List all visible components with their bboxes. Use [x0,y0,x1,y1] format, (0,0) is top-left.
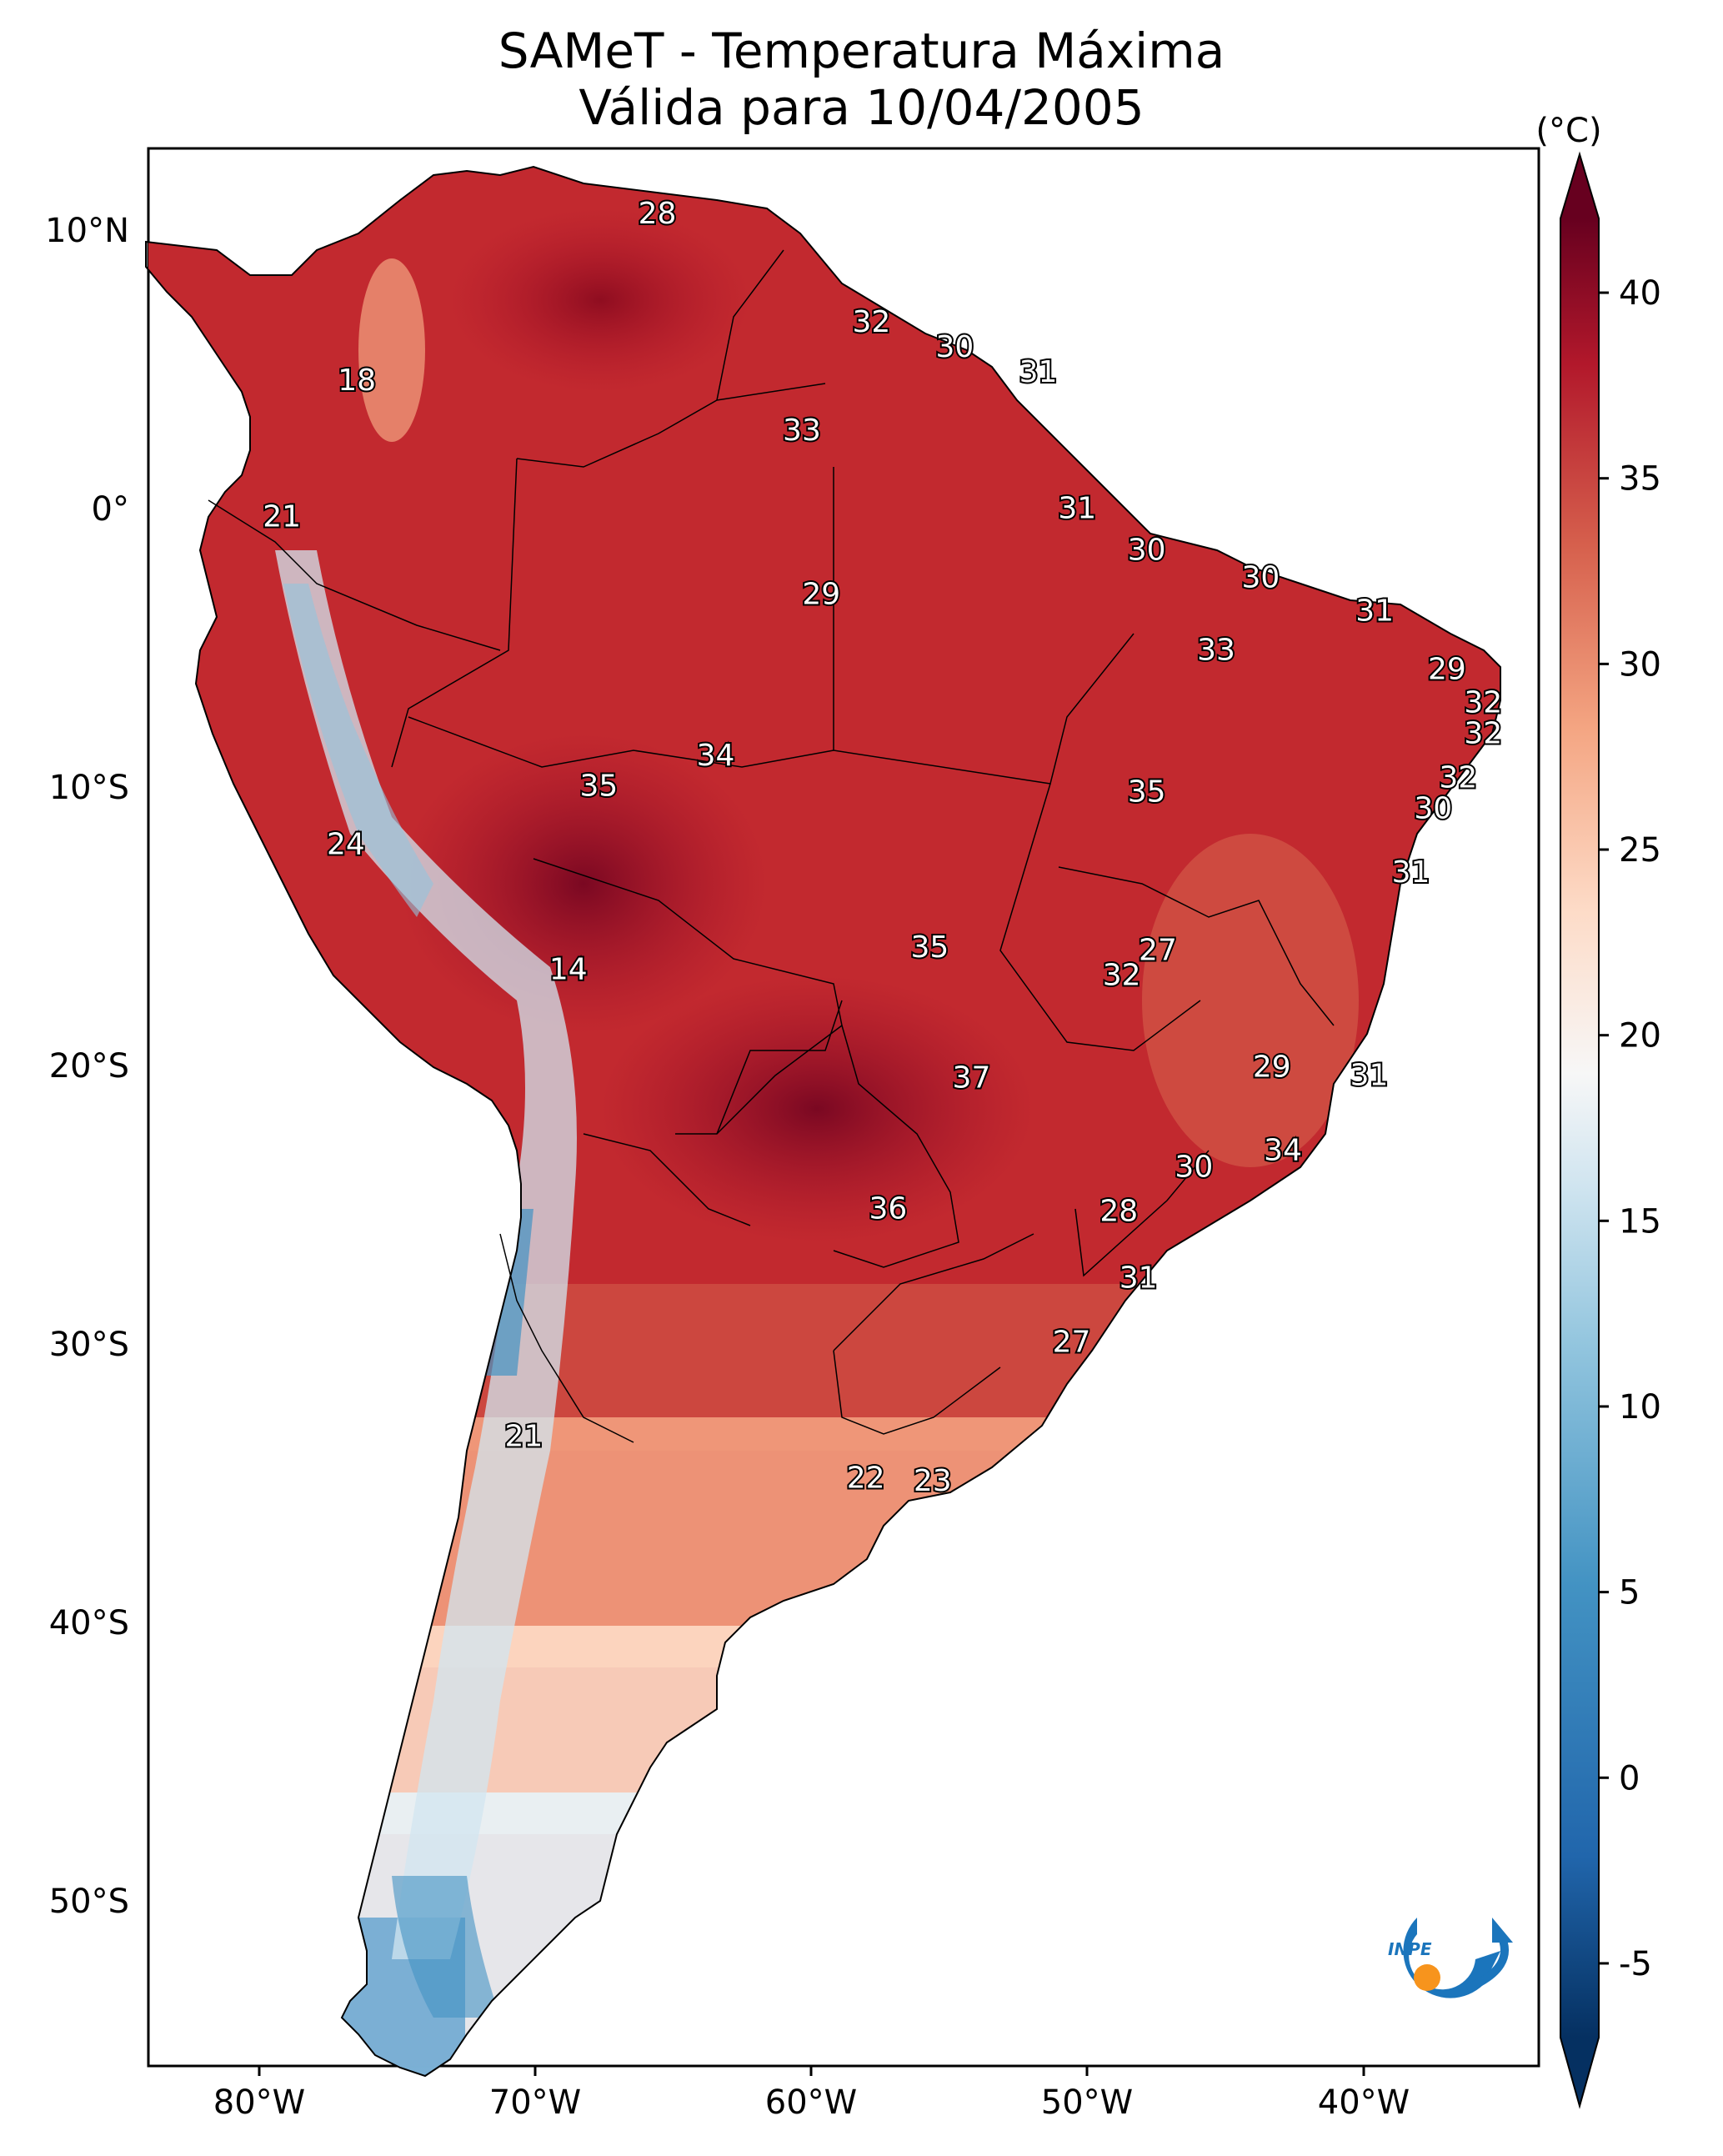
colorbar-extend-top [1560,154,1599,218]
temperature-label: 29 [1253,1050,1291,1084]
temperature-label: 31 [1019,355,1058,389]
lat-tick-50s: 50°S [49,1883,129,1921]
colorbar-extend-bottom [1560,2038,1599,2106]
temperature-label: 31 [1350,1058,1389,1092]
temperature-label: 35 [911,930,949,965]
colorbar-tick-label: 10 [1619,1388,1661,1426]
lat-tick-40s: 40°S [49,1604,129,1642]
temperature-label: 21 [263,499,301,534]
temperature-label: 31 [1355,594,1394,629]
colorbar-body [1560,218,1599,2038]
inpe-logo-text: INPE [1388,1939,1432,1959]
lon-tick-80w: 80°W [213,2083,305,2122]
temperature-label: 22 [847,1462,885,1496]
temperature-label: 21 [504,1420,543,1454]
temperature-label: 32 [1464,686,1502,720]
temperature-label: 30 [1128,533,1166,567]
temperature-label: 33 [783,414,821,448]
temperature-label: 35 [580,770,619,804]
lat-tick-20s: 20°S [49,1047,129,1086]
temperature-label: 23 [914,1464,952,1498]
lon-tick-50w: 50°W [1041,2083,1133,2122]
temperature-label: 34 [697,739,735,773]
temperature-label: 36 [869,1191,907,1226]
temperature-label: 30 [936,330,974,364]
temperature-label: 37 [953,1061,991,1096]
temperature-label: 24 [327,828,365,862]
temperature-label: 14 [549,953,588,987]
temperature-label: 30 [1241,561,1280,595]
inpe-logo-dot [1414,1964,1440,1991]
temperature-label: 32 [1439,761,1477,795]
temperature-label: 32 [1464,716,1502,750]
colorbar-unit: (°C) [1535,112,1601,150]
temperature-label: 29 [1428,653,1466,687]
lon-tick-70w: 70°W [489,2083,581,2122]
temperature-label: 31 [1119,1261,1158,1296]
temperature-label: 35 [1128,775,1166,809]
colorbar-tick-label: 30 [1619,645,1661,684]
lat-tick-30s: 30°S [49,1326,129,1364]
lat-tick-10s: 10°S [49,769,129,807]
temperature-label: 28 [639,197,677,231]
lat-tick-10n: 10°N [45,212,129,250]
colorbar-tick-label: 20 [1619,1017,1661,1055]
temperature-label: 33 [1197,633,1235,667]
colorbar-tick-label: 25 [1619,831,1661,870]
map-subtitle: Válida para 10/04/2005 [579,79,1144,136]
temperature-label: 31 [1392,855,1430,890]
colorbar-tick-label: 40 [1619,274,1661,313]
temperature-label: 34 [1264,1133,1302,1167]
temperature-label: 29 [802,578,840,612]
lon-tick-40w: 40°W [1318,2083,1410,2122]
colorbar-tick-label: 35 [1619,460,1661,499]
lon-axis: 80°W 70°W 60°W 50°W 40°W [213,2066,1410,2122]
colorbar: (°C) 40 35 30 25 20 15 10 5 0 -5 [1535,112,1661,2109]
temperature-label: 18 [338,364,376,398]
colorbar-tick-label: 15 [1619,1202,1661,1241]
temperature-label: 27 [1139,933,1177,967]
inpe-logo: INPE [1388,1918,1513,1998]
country-borders [208,249,1335,1443]
temperature-label: 32 [852,305,890,339]
temperature-label: 27 [1053,1325,1091,1359]
colorbar-tick-label: 0 [1619,1759,1640,1798]
temperature-label: 31 [1058,491,1096,525]
temperature-label: 30 [1414,791,1452,825]
lon-tick-60w: 60°W [765,2083,857,2122]
temperature-label: 28 [1099,1195,1138,1229]
lat-tick-0: 0° [92,490,129,529]
lat-axis: 10°N 0° 10°S 20°S 30°S 40°S 50°S [45,212,129,1921]
map-title: SAMeT - Temperatura Máxima [498,23,1225,79]
colorbar-tick-label: 5 [1619,1574,1640,1612]
colorbar-tick-label: -5 [1619,1945,1652,1983]
temperature-label: 32 [1103,958,1141,992]
temperature-label: 30 [1175,1150,1213,1184]
colorbar-ticks: 40 35 30 25 20 15 10 5 0 -5 [1599,274,1661,1983]
